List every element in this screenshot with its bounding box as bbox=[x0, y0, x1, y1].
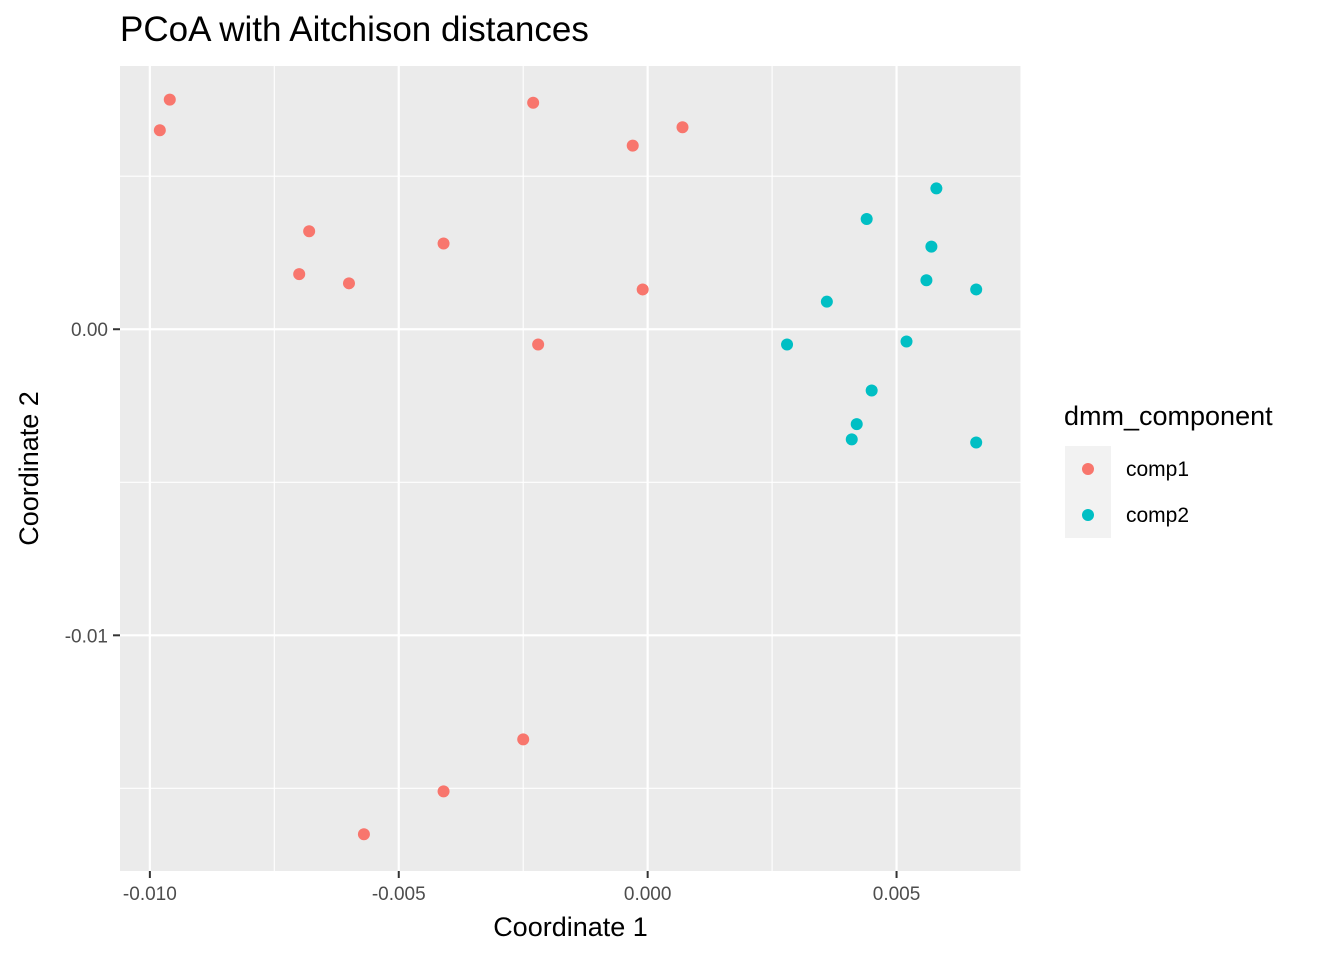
data-point-comp1 bbox=[342, 277, 355, 290]
legend: dmm_component comp1 comp2 bbox=[1064, 401, 1273, 538]
x-tick-label: -0.005 bbox=[372, 884, 426, 905]
data-point-comp1 bbox=[532, 338, 545, 351]
x-tick-label: 0.000 bbox=[624, 884, 672, 905]
data-point-comp2 bbox=[925, 240, 938, 253]
data-point-comp2 bbox=[860, 213, 873, 226]
data-point-comp1 bbox=[437, 785, 450, 798]
legend-key-comp1 bbox=[1082, 463, 1094, 475]
data-point-comp2 bbox=[970, 436, 983, 449]
x-axis-title: Coordinate 1 bbox=[493, 912, 648, 942]
data-point-comp1 bbox=[517, 733, 530, 746]
data-point-comp2 bbox=[865, 384, 878, 397]
legend-label-comp2: comp2 bbox=[1126, 504, 1189, 527]
y-axis-title: Coordinate 2 bbox=[14, 391, 44, 546]
data-point-comp2 bbox=[781, 338, 794, 351]
data-point-comp2 bbox=[930, 182, 943, 195]
grid-major bbox=[120, 66, 1021, 871]
chart-title: PCoA with Aitchison distances bbox=[120, 10, 589, 49]
legend-key-comp2 bbox=[1082, 509, 1094, 521]
data-point-comp1 bbox=[636, 283, 649, 296]
data-point-comp1 bbox=[676, 121, 689, 134]
legend-label-comp1: comp1 bbox=[1126, 458, 1189, 481]
grid-minor bbox=[120, 66, 1022, 871]
data-points bbox=[153, 93, 983, 841]
data-point-comp1 bbox=[303, 225, 316, 238]
data-point-comp2 bbox=[820, 295, 833, 308]
y-tick-label: 0.00 bbox=[71, 320, 108, 341]
x-tick-label: 0.005 bbox=[873, 884, 921, 905]
data-point-comp2 bbox=[845, 433, 858, 446]
x-tick-label: -0.010 bbox=[123, 884, 177, 905]
data-point-comp1 bbox=[163, 93, 176, 106]
data-point-comp1 bbox=[626, 139, 639, 152]
data-point-comp2 bbox=[850, 418, 863, 431]
data-point-comp1 bbox=[293, 268, 306, 281]
data-point-comp1 bbox=[527, 96, 540, 109]
data-point-comp1 bbox=[357, 828, 370, 841]
y-tick-label: -0.01 bbox=[65, 626, 108, 647]
data-point-comp2 bbox=[970, 283, 983, 296]
y-axis: 0.00 -0.01 bbox=[65, 320, 120, 647]
data-point-comp2 bbox=[900, 335, 913, 348]
x-axis: -0.010 -0.005 0.000 0.005 bbox=[123, 871, 920, 905]
data-point-comp1 bbox=[153, 124, 166, 137]
data-point-comp1 bbox=[437, 237, 450, 250]
data-point-comp2 bbox=[920, 274, 933, 287]
legend-title: dmm_component bbox=[1064, 401, 1273, 431]
legend-keys-background bbox=[1065, 446, 1111, 538]
plot-panel bbox=[120, 66, 1021, 871]
